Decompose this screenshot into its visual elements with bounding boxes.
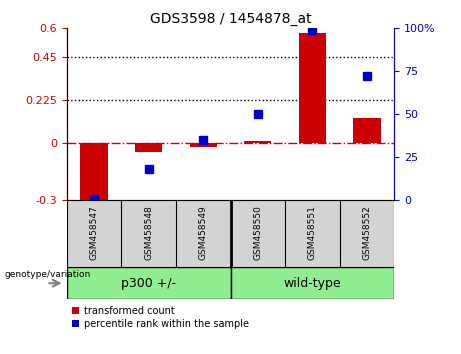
Text: GSM458551: GSM458551 <box>308 205 317 260</box>
Bar <box>81 143 108 204</box>
Text: GSM458549: GSM458549 <box>199 205 208 260</box>
Bar <box>67 267 230 299</box>
Bar <box>135 143 162 152</box>
Legend: transformed count, percentile rank within the sample: transformed count, percentile rank withi… <box>72 306 249 329</box>
Text: GSM458550: GSM458550 <box>253 205 262 260</box>
Text: GSM458547: GSM458547 <box>89 205 99 260</box>
Text: p300 +/-: p300 +/- <box>121 277 176 290</box>
Bar <box>230 267 394 299</box>
Text: wild-type: wild-type <box>284 277 341 290</box>
Text: GDS3598 / 1454878_at: GDS3598 / 1454878_at <box>150 12 311 27</box>
Bar <box>244 141 272 143</box>
Text: genotype/variation: genotype/variation <box>5 270 91 279</box>
Bar <box>353 118 380 143</box>
Text: GSM458552: GSM458552 <box>362 205 372 260</box>
Bar <box>189 143 217 147</box>
Text: GSM458548: GSM458548 <box>144 205 153 260</box>
Bar <box>299 33 326 143</box>
